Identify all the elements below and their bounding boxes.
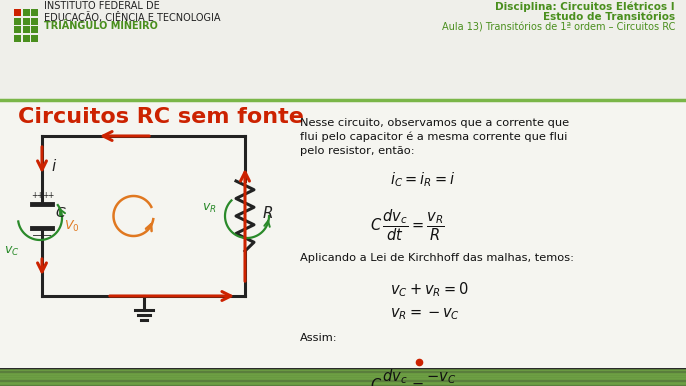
Text: Circuitos RC sem fonte: Circuitos RC sem fonte — [18, 107, 304, 127]
Text: Aula 13) Transitórios de 1ª ordem – Circuitos RC: Aula 13) Transitórios de 1ª ordem – Circ… — [442, 23, 675, 33]
Bar — [31, 26, 38, 33]
Text: EDUCAÇÃO, CIÊNCIA E TECNOLOGIA: EDUCAÇÃO, CIÊNCIA E TECNOLOGIA — [45, 11, 221, 23]
Bar — [31, 34, 38, 42]
Text: +: + — [42, 191, 48, 200]
Text: pelo resistor, então:: pelo resistor, então: — [300, 146, 414, 156]
Text: $v_C + v_R = 0$: $v_C + v_R = 0$ — [390, 280, 469, 299]
Text: +: + — [31, 191, 37, 200]
Text: +: + — [36, 191, 43, 200]
Text: $C$: $C$ — [55, 206, 67, 220]
Bar — [23, 17, 29, 24]
Text: −: − — [38, 231, 46, 241]
Text: Aplicando a Lei de Kirchhoff das malhas, temos:: Aplicando a Lei de Kirchhoff das malhas,… — [300, 253, 574, 263]
Bar — [23, 26, 29, 33]
Bar — [23, 9, 29, 16]
Text: $V_0$: $V_0$ — [64, 218, 80, 234]
Text: −: − — [44, 231, 52, 241]
Text: $v_R$: $v_R$ — [202, 201, 217, 215]
Text: $R$: $R$ — [262, 205, 273, 221]
Text: TRIÂNGULO MINEIRO: TRIÂNGULO MINEIRO — [45, 21, 158, 31]
Text: Nesse circuito, observamos que a corrente que: Nesse circuito, observamos que a corrent… — [300, 118, 569, 128]
Text: +: + — [47, 191, 54, 200]
Text: $C\,\dfrac{dv_c}{dt} = \dfrac{v_R}{R}$: $C\,\dfrac{dv_c}{dt} = \dfrac{v_R}{R}$ — [370, 208, 445, 243]
Bar — [31, 17, 38, 24]
Text: $v_C$: $v_C$ — [4, 244, 20, 257]
Text: Estudo de Transitórios: Estudo de Transitórios — [543, 12, 675, 22]
Text: $i$: $i$ — [51, 158, 57, 174]
Bar — [14, 9, 21, 16]
Text: $i_C = i_R = i$: $i_C = i_R = i$ — [390, 170, 456, 189]
Bar — [14, 26, 21, 33]
Text: $C\,\dfrac{dv_c}{dt} = \dfrac{-v_C}{R}$: $C\,\dfrac{dv_c}{dt} = \dfrac{-v_C}{R}$ — [370, 368, 457, 386]
Bar — [0, 100, 686, 368]
Text: Disciplina: Circuitos Elétricos I: Disciplina: Circuitos Elétricos I — [495, 1, 675, 12]
Bar — [0, 0, 686, 100]
Text: flui pelo capacitor é a mesma corrente que flui: flui pelo capacitor é a mesma corrente q… — [300, 132, 567, 142]
Bar — [14, 17, 21, 24]
Bar — [31, 9, 38, 16]
Text: INSTITUTO FEDERAL DE: INSTITUTO FEDERAL DE — [45, 1, 161, 11]
Text: Assim:: Assim: — [300, 333, 338, 343]
Text: $v_R = -v_C$: $v_R = -v_C$ — [390, 306, 460, 322]
Bar — [14, 34, 21, 42]
Text: −: − — [32, 231, 40, 241]
Bar — [23, 34, 29, 42]
